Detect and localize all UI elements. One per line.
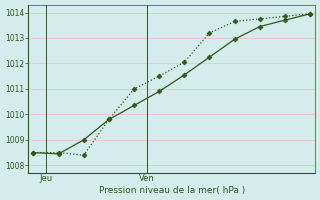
X-axis label: Pression niveau de la mer( hPa ): Pression niveau de la mer( hPa ): [99, 186, 245, 195]
